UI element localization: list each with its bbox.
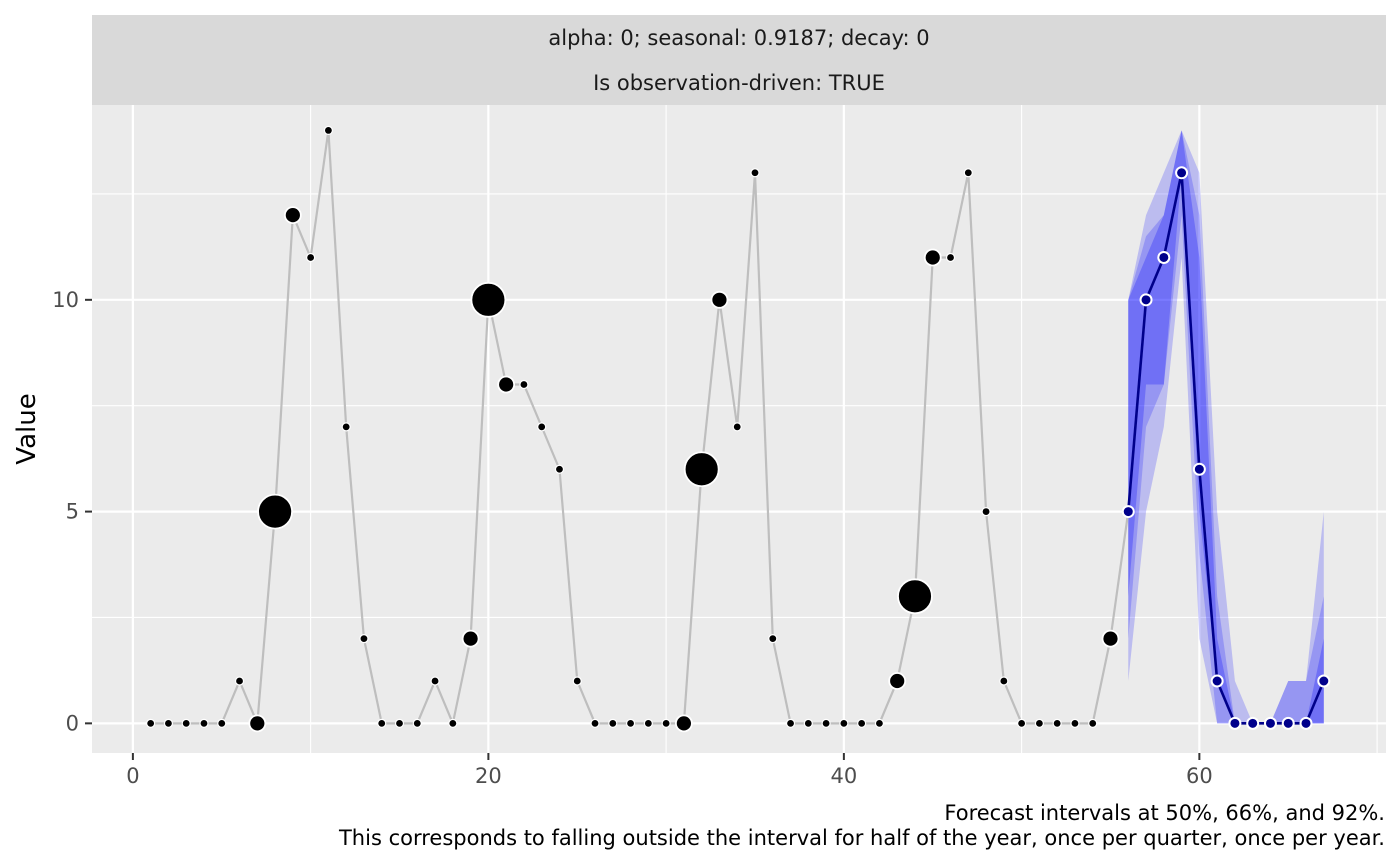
actual-point [945,252,956,263]
actual-point [1017,718,1027,728]
x-tick-label: 60 [1186,764,1213,788]
y-tick-label: 0 [66,711,79,735]
actual-point [625,718,636,728]
actual-point [683,451,720,488]
actual-point [341,422,351,432]
actual-point [874,718,885,728]
forecast-point [1157,250,1171,264]
actual-point [710,290,729,309]
actual-point [732,422,742,432]
actual-point [359,634,369,644]
actual-point [537,422,547,432]
actual-point [199,718,209,728]
x-tick-label: 20 [475,764,502,788]
actual-point [412,718,422,728]
actual-point [146,718,156,728]
strip-background [92,15,1386,105]
actual-point [888,672,907,690]
y-tick-label: 5 [66,500,79,524]
actual-point [999,676,1009,686]
strip-title-1: alpha: 0; seasonal: 0.9187; decay: 0 [548,26,929,50]
actual-point [430,676,440,686]
forecast-point [1210,674,1224,688]
forecast-point [1281,716,1295,730]
forecast-point [1317,674,1331,688]
actual-point [1034,718,1044,728]
caption-line-2: This corresponds to falling outside the … [338,826,1385,850]
actual-point [497,375,516,394]
y-axis-title: Value [12,393,42,464]
actual-point [821,718,831,728]
forecast-series [1121,166,1331,730]
actual-point [572,676,582,686]
y-tick-label: 10 [52,288,79,312]
forecast-point [1175,166,1189,180]
actual-point [234,676,245,686]
actual-point [377,718,387,728]
actual-point [461,629,480,648]
actual-point [1070,718,1080,728]
actual-point [283,206,302,225]
caption-line-1: Forecast intervals at 50%, 66%, and 92%. [944,801,1385,825]
x-axis: 0 20 40 60 [126,753,1213,788]
forecast-point [1246,716,1260,730]
actual-point [803,718,813,728]
x-tick-label: 40 [831,764,858,788]
forecast-point [1228,716,1242,730]
actual-point [963,168,973,178]
forecast-point [1139,293,1153,307]
actual-point [217,718,227,728]
actual-point [608,718,618,728]
actual-point [1088,718,1098,728]
actual-point [306,252,316,263]
actual-point [643,718,653,728]
actual-point [674,714,693,733]
actual-point [323,125,334,136]
actual-point [661,718,671,728]
strip-title-2: Is observation-driven: TRUE [593,71,885,95]
actual-point [257,493,293,530]
actual-point [923,248,942,267]
actual-point [750,168,760,178]
actual-point [394,718,405,728]
actual-point [470,281,507,318]
actual-point [163,718,174,728]
actual-point [785,718,796,728]
actual-point [590,718,600,728]
forecast-point [1121,505,1135,519]
actual-point [181,718,191,728]
actual-point [839,718,849,728]
actual-point [1052,718,1062,728]
x-tick-label: 0 [126,764,139,788]
actual-point [768,634,778,644]
forecast-point [1299,716,1313,730]
actual-point [857,718,867,728]
actual-point [248,714,267,733]
forecast-point [1192,462,1206,476]
actual-point [554,464,565,474]
forecast-intervals [1128,130,1324,724]
actual-point [981,506,991,517]
interval-band-92pct [1128,130,1324,724]
actual-point [897,578,933,615]
y-axis: 0 5 10 [52,288,92,735]
forecast-point [1263,716,1277,730]
actual-point [519,379,529,390]
actual-point [448,718,458,728]
actual-point [1101,629,1120,648]
